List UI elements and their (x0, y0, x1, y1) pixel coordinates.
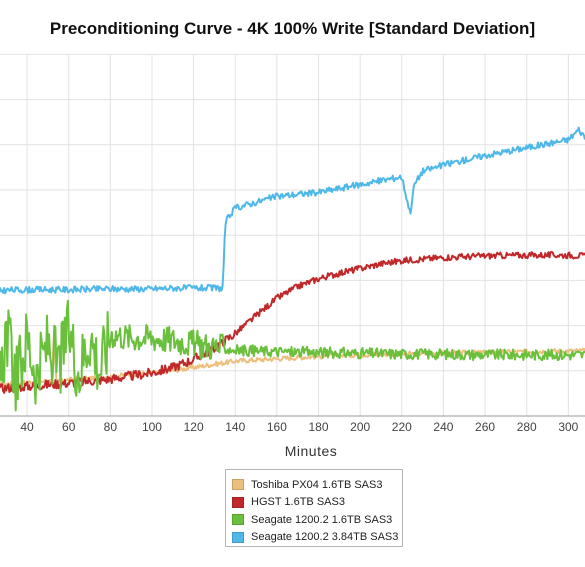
x-tick-label: 120 (184, 420, 204, 434)
x-tick-label: 280 (517, 420, 537, 434)
x-tick-label: 140 (225, 420, 245, 434)
legend-swatch (232, 531, 244, 543)
legend-swatch (232, 496, 244, 508)
x-tick-label: 100 (142, 420, 162, 434)
legend-swatch (232, 514, 244, 526)
legend-label: Toshiba PX04 1.6TB SAS3 (251, 478, 383, 491)
x-tick-label: 200 (350, 420, 370, 434)
series-line-4 (0, 126, 585, 295)
x-tick-label: 60 (62, 420, 76, 434)
chart-title: Preconditioning Curve - 4K 100% Write [S… (49, 19, 536, 38)
legend-item: Toshiba PX04 1.6TB SAS3 (232, 476, 402, 494)
legend-item: Seagate 1200.2 3.84TB SAS3 (232, 529, 402, 547)
legend-item: Seagate 1200.2 1.6TB SAS3 (232, 511, 402, 529)
legend-label: Seagate 1200.2 3.84TB SAS3 (251, 531, 399, 544)
x-tick-label: 300 (558, 420, 578, 434)
x-tick-label: 180 (309, 420, 329, 434)
series-line-3 (0, 299, 585, 412)
series-line-2 (0, 251, 585, 394)
series-lines (0, 126, 585, 412)
legend-item: HGST 1.6TB SAS3 (232, 494, 402, 512)
x-axis-title: Minutes (285, 443, 338, 459)
x-tick-label: 40 (20, 420, 34, 434)
x-tick-label: 220 (392, 420, 412, 434)
x-tick-label: 80 (104, 420, 118, 434)
legend-label: Seagate 1200.2 1.6TB SAS3 (251, 513, 393, 526)
legend: Toshiba PX04 1.6TB SAS3 HGST 1.6TB SAS3 Se… (225, 469, 403, 547)
legend-label: HGST 1.6TB SAS3 (251, 496, 345, 509)
legend-swatch (232, 479, 244, 491)
x-tick-label: 160 (267, 420, 287, 434)
x-tick-labels: 40 60 80 100 120 140 160 180 200 220 240 260 280 300 (20, 420, 578, 434)
x-tick-label: 260 (475, 420, 495, 434)
x-tick-label: 240 (433, 420, 453, 434)
